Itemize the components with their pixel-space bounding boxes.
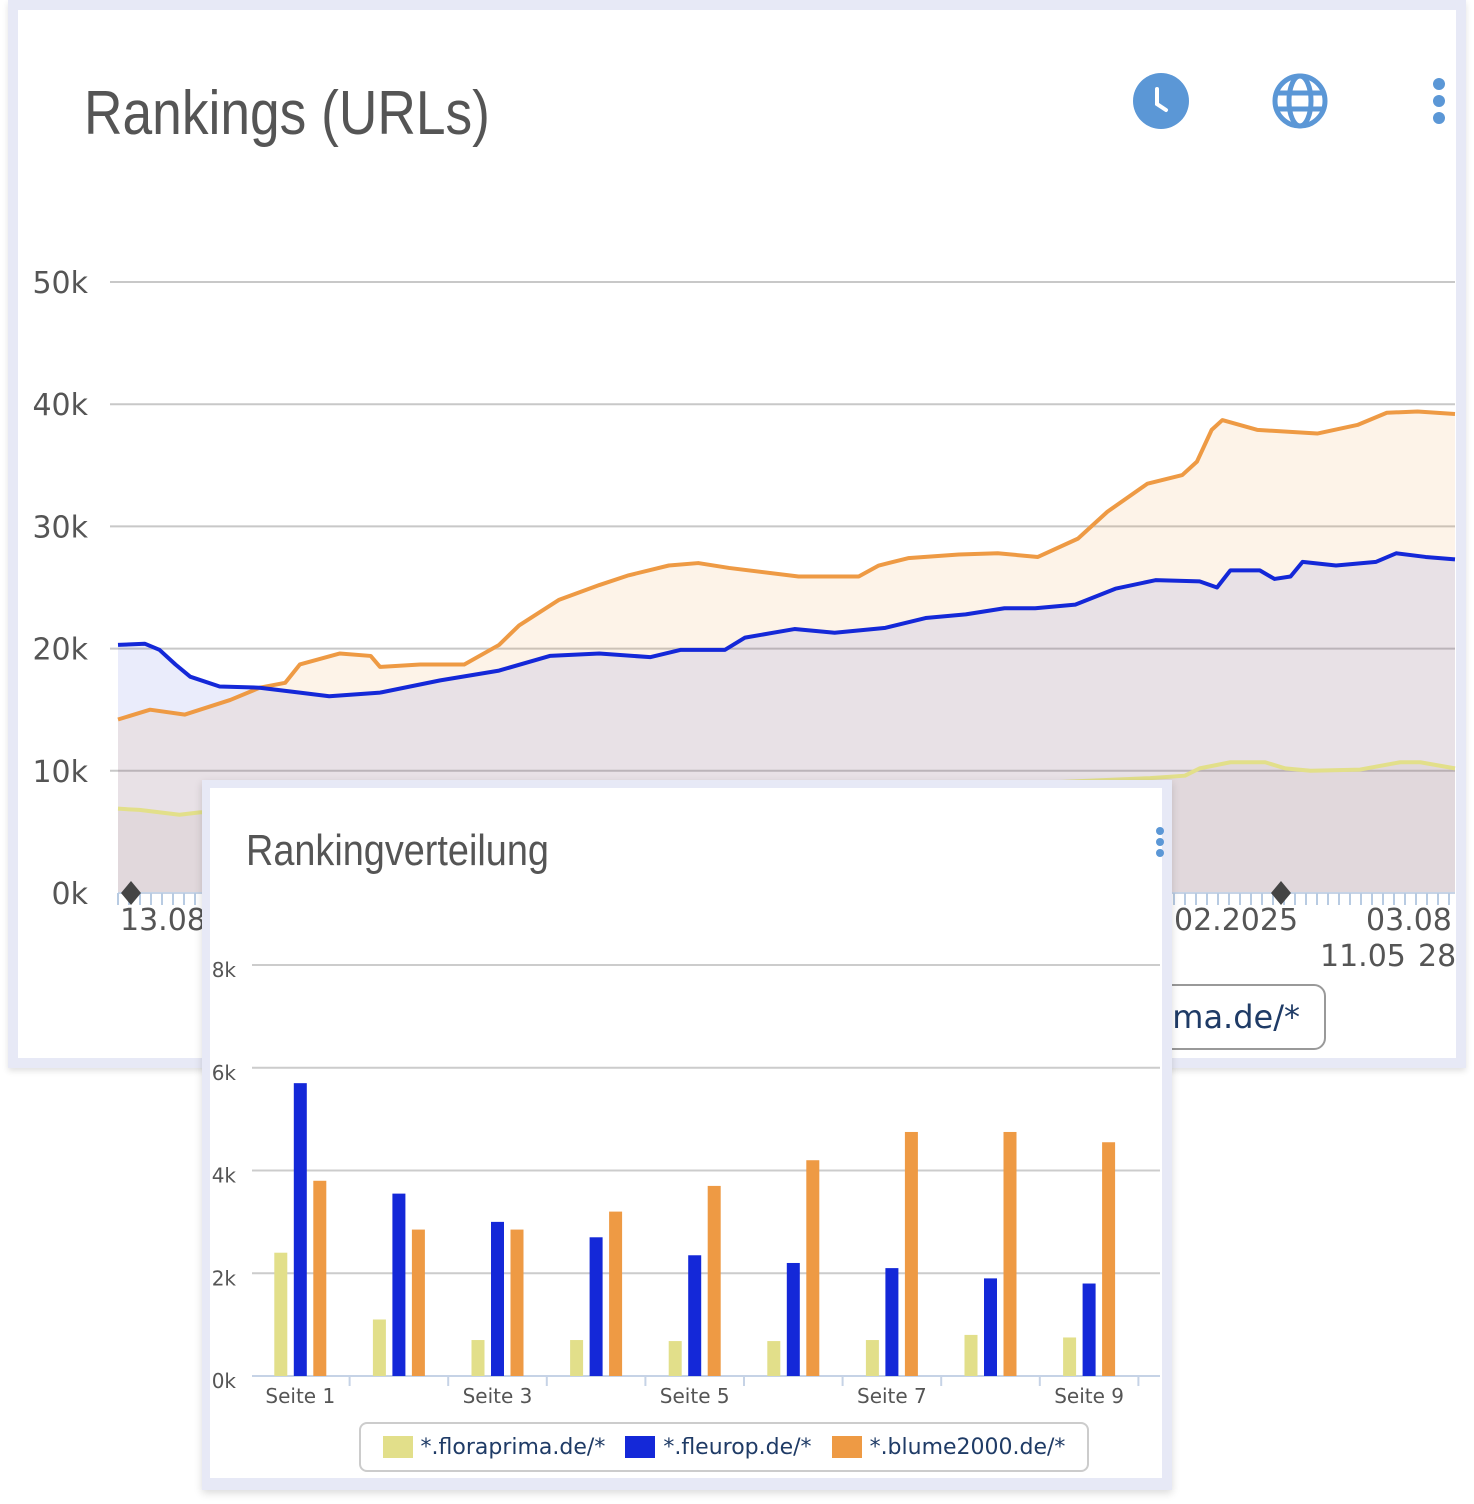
globe-icon[interactable]	[1271, 72, 1329, 130]
series-area	[118, 411, 1455, 893]
legend-label: *.floraprima.de/*	[420, 1434, 606, 1460]
x-tick-label: 02.2025	[1174, 903, 1298, 938]
rankingverteilung-card	[202, 780, 1172, 1490]
x-tick-label: 28	[1418, 939, 1456, 974]
legend-swatch	[382, 1436, 413, 1458]
x-tick-label: 13.08	[120, 903, 206, 938]
rankings-title: Rankings (URLs)	[84, 79, 490, 148]
bar-legend: *.floraprima.de/* *.fleurop.de/* *.blume…	[359, 1422, 1089, 1472]
clock-icon[interactable]	[1132, 72, 1190, 130]
more-vert-icon[interactable]	[1428, 76, 1450, 126]
y-tick-label: 40k	[32, 388, 88, 423]
annotation-marker	[121, 881, 141, 905]
x-tick-label: 03.08	[1366, 903, 1452, 938]
rankingverteilung-title: Rankingverteilung	[246, 826, 549, 875]
legend-label: *.fleurop.de/*	[663, 1434, 812, 1460]
series-line	[117, 409, 1456, 722]
annotation-marker	[1271, 881, 1291, 905]
legend-swatch	[625, 1436, 656, 1458]
legend-item-floraprima[interactable]: *.floraprima.de/*	[382, 1434, 606, 1460]
y-tick-label: 30k	[32, 510, 88, 545]
legend-swatch	[831, 1436, 862, 1458]
series-line	[117, 551, 1456, 699]
y-tick-label: 50k	[32, 266, 88, 301]
series-line	[117, 760, 1456, 817]
main-legend-label: ma.de/*	[1172, 998, 1300, 1036]
legend-item-blume2000[interactable]: *.blume2000.de/*	[831, 1434, 1066, 1460]
x-tick-label: 11.05	[1320, 939, 1406, 974]
y-tick-label: 0k	[52, 877, 89, 912]
y-tick-label: 20k	[32, 633, 88, 668]
legend-label: *.blume2000.de/*	[869, 1434, 1066, 1460]
more-vert-icon[interactable]	[1155, 826, 1165, 858]
y-tick-label: 10k	[32, 755, 88, 790]
legend-item-fleurop[interactable]: *.fleurop.de/*	[625, 1434, 812, 1460]
